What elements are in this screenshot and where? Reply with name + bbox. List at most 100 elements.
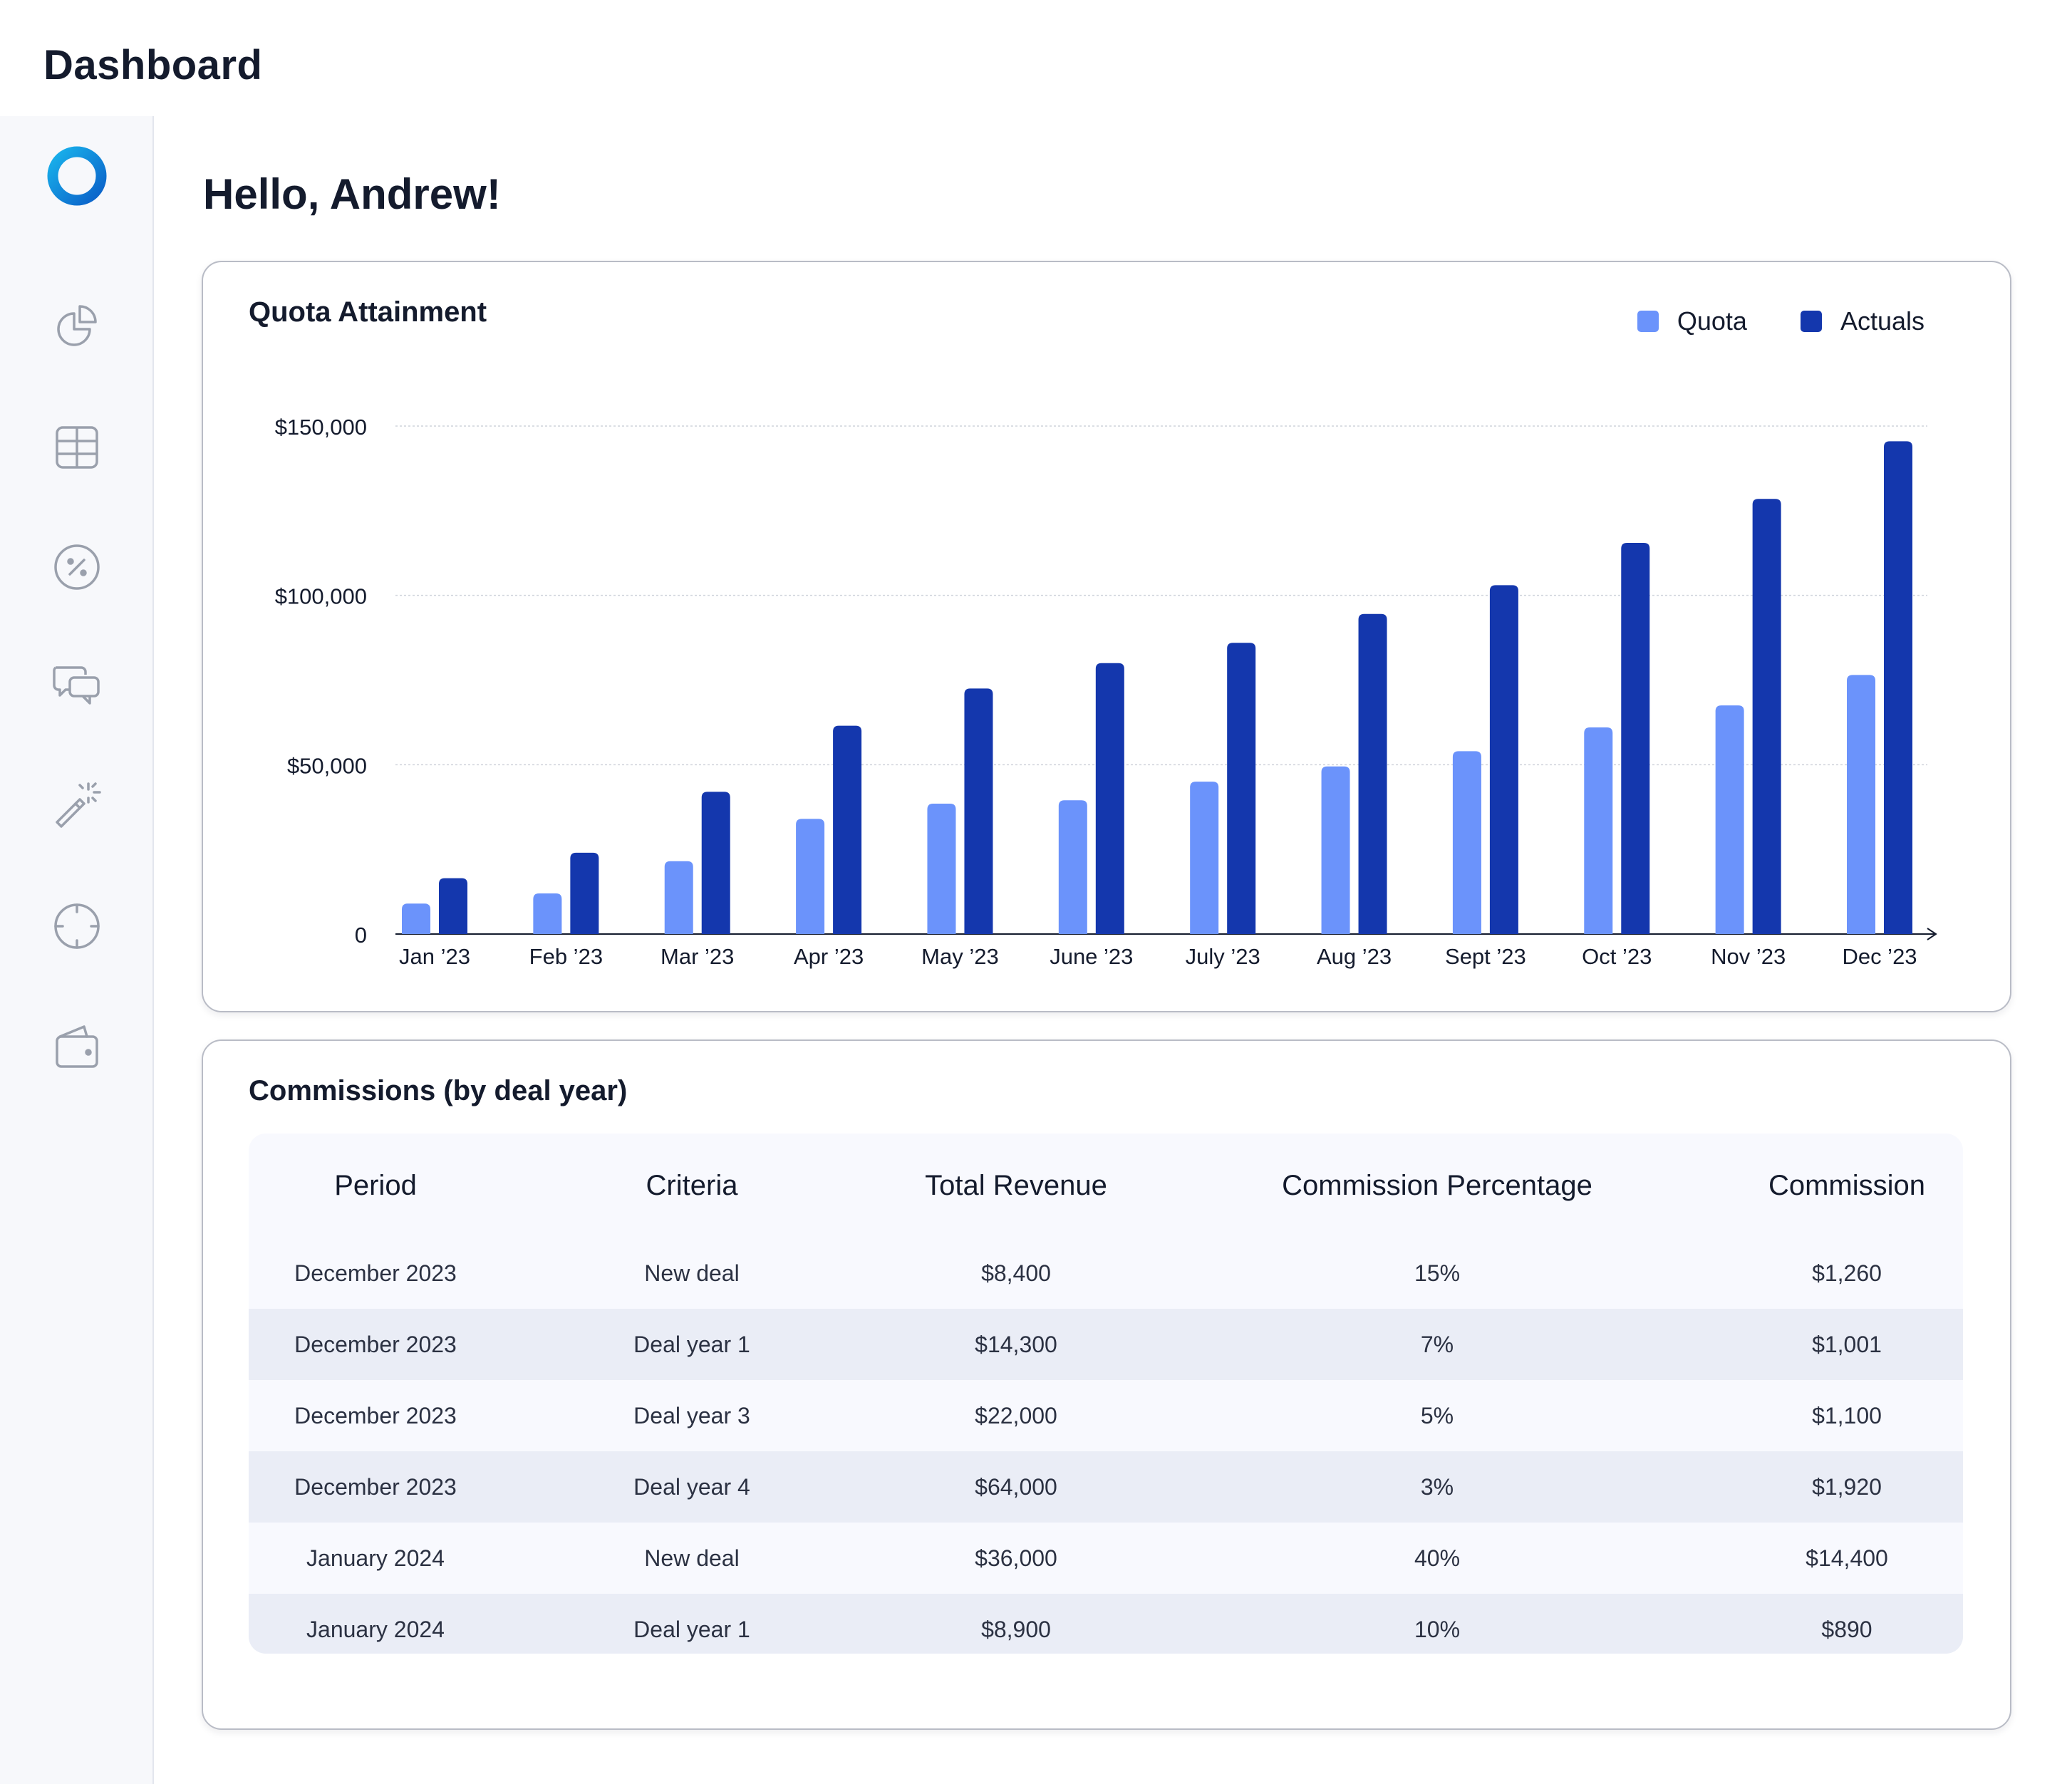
table-row[interactable]: January 2024 Deal year 1 $8,900 10% $890 [249, 1594, 1963, 1654]
y-tick-label: $100,000 [275, 584, 367, 609]
x-tick-label: May ’23 [921, 944, 999, 969]
bar-actuals [1752, 499, 1781, 934]
cell-total-revenue: $22,000 [975, 1403, 1057, 1428]
x-tick-label: Feb ’23 [529, 944, 603, 969]
sidebar-item-wallet[interactable] [50, 1021, 104, 1075]
cell-criteria: New deal [644, 1260, 740, 1286]
cell-commission-percentage: 15% [1414, 1260, 1461, 1286]
bar-actuals [1884, 441, 1912, 934]
target-icon [54, 903, 100, 949]
commissions-card: Commissions (by deal year) Period Criter… [202, 1039, 2011, 1730]
sidebar [0, 116, 154, 1784]
cell-total-revenue: $8,400 [981, 1260, 1051, 1286]
bar-actuals [833, 725, 862, 934]
table-row[interactable]: December 2023 New deal $8,400 15% $1,260 [249, 1238, 1963, 1309]
cell-period: January 2024 [306, 1617, 445, 1642]
cell-commission-percentage: 3% [1420, 1474, 1454, 1500]
ring-logo-icon [47, 146, 107, 206]
cell-commission: $1,100 [1812, 1403, 1882, 1428]
app-logo[interactable] [46, 145, 108, 207]
bar-quota [1058, 800, 1087, 934]
cell-period: December 2023 [294, 1474, 457, 1500]
legend-label-quota: Quota [1677, 306, 1747, 336]
cell-criteria: New deal [644, 1545, 740, 1571]
cell-total-revenue: $14,300 [975, 1332, 1057, 1357]
legend-swatch-actuals [1800, 311, 1822, 332]
sidebar-item-reports[interactable] [50, 301, 104, 355]
bar-actuals [1227, 643, 1256, 934]
x-tick-label: Mar ’23 [661, 944, 734, 969]
greeting-heading: Hello, Andrew! [203, 170, 501, 218]
sidebar-item-magic[interactable] [50, 778, 104, 832]
cell-period: December 2023 [294, 1332, 457, 1357]
column-header-total-revenue[interactable]: Total Revenue [925, 1170, 1107, 1201]
column-header-commission-percentage[interactable]: Commission Percentage [1282, 1170, 1592, 1201]
bar-actuals [701, 792, 730, 934]
x-tick-label: Nov ’23 [1711, 944, 1786, 969]
cell-period: December 2023 [294, 1260, 457, 1286]
bar-quota [664, 861, 693, 934]
bar-actuals [1095, 663, 1124, 934]
magic-wand-icon [56, 782, 101, 828]
top-bar: Dashboard [0, 0, 2072, 116]
bar-actuals [1489, 585, 1518, 934]
cell-commission-percentage: 10% [1414, 1617, 1461, 1642]
sidebar-item-tables[interactable] [50, 420, 104, 474]
bar-actuals [964, 688, 993, 934]
sidebar-item-targets[interactable] [50, 899, 104, 953]
table-row[interactable]: January 2024 New deal $36,000 40% $14,400 [249, 1523, 1963, 1594]
legend-swatch-quota [1637, 311, 1659, 332]
cell-commission-percentage: 5% [1420, 1403, 1454, 1428]
table-header-row: Period Criteria Total Revenue Commission… [249, 1134, 1963, 1238]
bar-quota [796, 819, 825, 934]
table-row[interactable]: December 2023 Deal year 1 $14,300 7% $1,001 [249, 1309, 1963, 1380]
pie-chart-icon [57, 305, 97, 346]
cell-commission: $14,400 [1806, 1545, 1888, 1571]
bar-actuals [439, 878, 467, 934]
cell-commission: $1,260 [1812, 1260, 1882, 1286]
bar-quota [1584, 727, 1613, 934]
quota-attainment-card: Quota Attainment Quota Actuals 0 $50,000 $… [202, 261, 2011, 1012]
bar-quota [1190, 782, 1219, 934]
cell-criteria: Deal year 1 [633, 1617, 750, 1642]
chart-legend: Quota Actuals [1584, 306, 1925, 336]
column-header-criteria[interactable]: Criteria [646, 1170, 738, 1201]
quota-bar-chart: 0 $50,000 $100,000 $150,000 Jan ’23 Feb ’23 Ma… [275, 415, 1937, 969]
bar-actuals [570, 852, 599, 934]
table-row[interactable]: December 2023 Deal year 3 $22,000 5% $1,100 [249, 1380, 1963, 1451]
x-tick-label: June ’23 [1050, 944, 1133, 969]
legend-item-actuals[interactable]: Actuals [1800, 306, 1925, 336]
commissions-table: Period Criteria Total Revenue Commission… [249, 1134, 1963, 1654]
legend-item-quota[interactable]: Quota [1637, 306, 1747, 336]
column-header-commission[interactable]: Commission [1768, 1170, 1926, 1201]
x-axis-arrow [1927, 928, 1937, 940]
sidebar-item-messages[interactable] [50, 659, 104, 713]
chat-icon [53, 666, 100, 705]
column-header-period[interactable]: Period [334, 1170, 417, 1201]
x-tick-label: Jan ’23 [399, 944, 470, 969]
cell-criteria: Deal year 4 [633, 1474, 750, 1500]
bar-actuals [1621, 542, 1650, 934]
cell-commission-percentage: 40% [1414, 1545, 1461, 1571]
y-tick-label: $150,000 [275, 415, 367, 440]
cell-total-revenue: $36,000 [975, 1545, 1057, 1571]
cell-total-revenue: $8,900 [981, 1617, 1051, 1642]
commissions-card-title: Commissions (by deal year) [249, 1075, 628, 1106]
table-icon [56, 426, 98, 469]
wallet-icon [56, 1025, 98, 1068]
y-tick-label: 0 [355, 923, 367, 948]
quota-card-title: Quota Attainment [249, 296, 487, 328]
cell-period: December 2023 [294, 1403, 457, 1428]
table-row[interactable]: December 2023 Deal year 4 $64,000 3% $1,920 [249, 1451, 1963, 1523]
bar-quota [1321, 766, 1350, 934]
cell-commission: $1,001 [1812, 1332, 1882, 1357]
bar-quota [1847, 675, 1875, 934]
bar-quota [402, 903, 430, 934]
sidebar-item-commissions[interactable] [50, 540, 104, 594]
bar-quota [1715, 705, 1744, 934]
x-tick-label: July ’23 [1186, 944, 1260, 969]
cell-criteria: Deal year 1 [633, 1332, 750, 1357]
cell-criteria: Deal year 3 [633, 1403, 750, 1428]
legend-label-actuals: Actuals [1840, 306, 1925, 336]
percent-icon [54, 544, 100, 590]
